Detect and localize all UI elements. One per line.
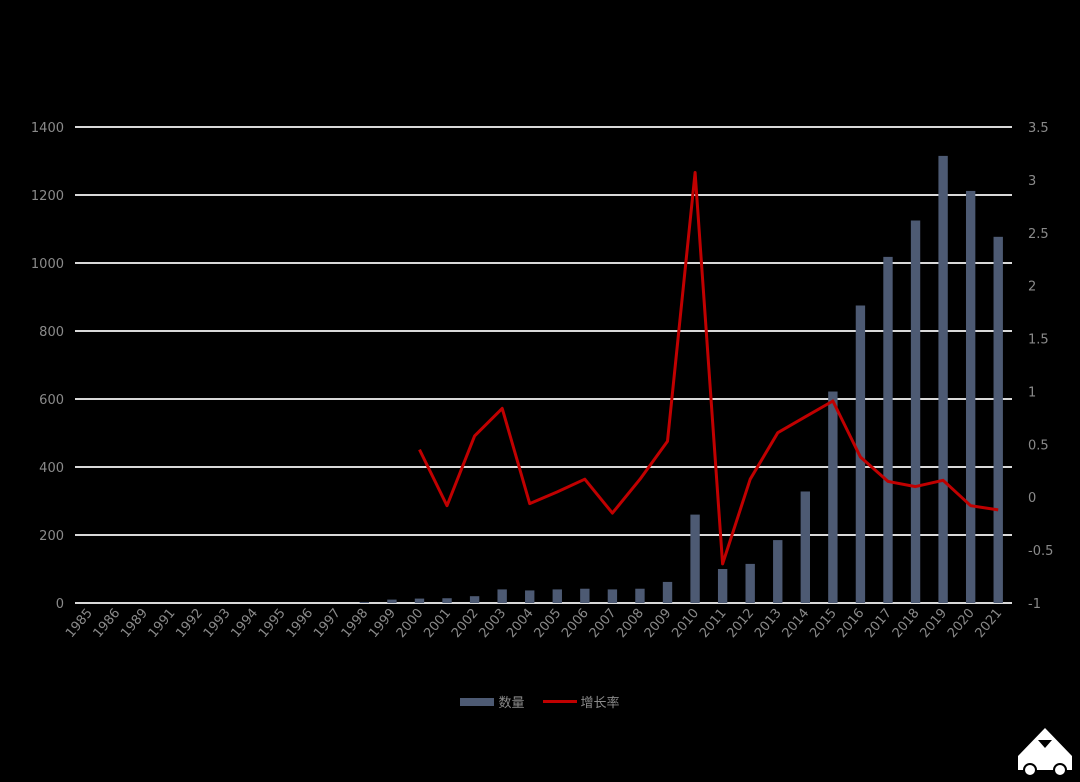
bar [442,598,452,603]
bar [745,563,755,603]
bar [773,540,783,603]
x-tick-label: 2015 [807,606,840,641]
x-tick-label: 2009 [642,606,675,641]
y-right-tick-label: 0.5 [1028,438,1049,453]
bar [828,391,838,603]
bar [910,220,921,603]
x-tick-label: 1985 [63,606,96,641]
x-tick-label: 2013 [752,606,785,641]
x-tick-label: 1994 [228,606,261,641]
y-left-tick-label: 800 [39,325,64,340]
bar [469,596,480,603]
x-tick-label: 2020 [945,606,978,641]
bar [359,601,370,603]
bar [635,588,645,603]
car-logo-icon [1018,728,1072,777]
bar [414,598,425,603]
x-tick-label: 2012 [724,606,757,641]
bar [965,190,976,604]
bar [607,589,618,603]
x-tick-label: 1998 [339,606,372,641]
x-tick-label: 1996 [284,606,317,641]
bar [525,590,535,603]
y-right-tick-label: 3.5 [1028,121,1049,136]
x-tick-label: 2005 [532,606,565,641]
x-tick-label: 1986 [91,606,124,641]
x-tick-label: 2018 [890,606,923,641]
x-tick-label: 1993 [201,606,234,641]
x-tick-label: 2014 [780,606,813,641]
bar [690,514,700,603]
x-tick-label: 2021 [973,606,1006,641]
y-right-tick-label: 2 [1028,280,1036,295]
y-right-tick-label: 1.5 [1028,333,1049,348]
y-left-tick-label: 200 [39,529,64,544]
x-tick-label: 2008 [614,606,647,641]
x-tick-label: 1999 [366,606,399,641]
y-left-tick-label: 1200 [31,189,64,204]
legend-item-growth: 增长率 [542,692,620,711]
growth-rate-line [418,171,999,566]
x-tick-label: 2011 [697,606,730,641]
y-left-tick-label: 0 [56,597,64,612]
x-tick-label: 2016 [835,606,868,641]
bar [580,588,590,603]
x-tick-label: 2002 [449,606,482,641]
bar [938,155,948,603]
bar [717,569,728,603]
x-tick-label: 2007 [587,606,620,641]
y-right-tick-label: 0 [1028,491,1036,506]
y-left-tick-label: 600 [39,393,64,408]
x-tick-label: 2010 [669,606,702,641]
x-tick-label: 2001 [421,606,454,641]
x-tick-label: 2019 [917,606,950,641]
legend-item-count: 数量 [460,692,525,711]
y-left-tick-label: 1400 [31,121,64,136]
bar [993,236,1003,603]
x-tick-label: 2003 [476,606,509,641]
y-left-tick-label: 400 [39,461,64,476]
x-tick-label: 1991 [146,606,179,641]
legend: 数量 增长率 [0,692,1080,711]
bar [497,589,507,603]
x-tick-label: 2004 [504,606,537,641]
y-right-tick-label: 2.5 [1028,227,1049,242]
bar [552,589,562,603]
y-right-tick-label: 1 [1028,385,1036,400]
x-tick-label: 1992 [173,606,206,641]
legend-bar-label: 数量 [498,696,525,711]
legend-line-swatch [542,700,577,703]
bar [800,491,810,603]
x-tick-label: 2017 [862,606,895,641]
x-tick-label: 1997 [311,606,344,641]
x-tick-label: 1989 [118,606,151,641]
x-tick-label: 2000 [394,606,427,641]
legend-line-label: 增长率 [580,696,620,711]
y-right-tick-label: 3 [1028,174,1036,189]
bar [662,581,673,603]
bar [883,256,893,603]
y-right-tick-label: -0.5 [1028,544,1053,559]
bar [387,599,397,603]
x-tick-label: 1995 [256,606,289,641]
legend-bar-swatch [460,697,495,706]
y-right-tick-label: -1 [1028,597,1041,612]
y-left-tick-label: 1000 [31,257,64,272]
x-tick-label: 2006 [559,606,592,641]
